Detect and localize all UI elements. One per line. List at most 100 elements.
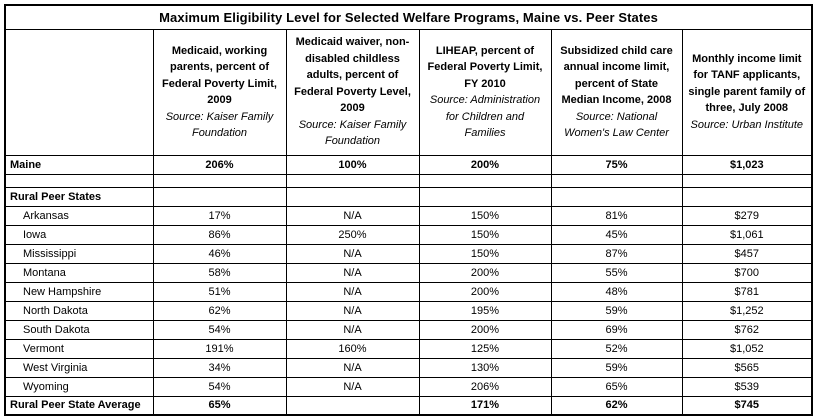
table-title: Maximum Eligibility Level for Selected W… [4,4,813,30]
cell-value: $1,023 [681,154,813,175]
cell-value: 59% [550,357,683,378]
column-header-source: Source: Kaiser Family Foundation [298,118,407,148]
column-header: Medicaid, working parents, percent of Fe… [152,28,287,156]
column-header-label: Medicaid, working parents, percent of Fe… [162,44,277,107]
cell-value: N/A [285,357,420,378]
column-header-label: Monthly income limit for TANF applicants… [688,52,806,115]
cell-value [418,173,552,188]
cell-value: 45% [550,224,683,245]
cell-value: $539 [681,376,813,397]
row-label: Vermont [4,338,154,359]
cell-value: 200% [418,319,552,340]
table-row: Rural Peer State Average 65% 171% 62% $745 [4,395,813,416]
table-row: West Virginia 34% N/A 130% 59% $565 [4,357,813,378]
cell-value: $700 [681,262,813,283]
cell-value: N/A [285,205,420,226]
row-label: Rural Peer States [4,186,154,207]
cell-value: 87% [550,243,683,264]
cell-value: 65% [152,395,287,416]
table-row: Arkansas 17% N/A 150% 81% $279 [4,205,813,226]
row-label: Rural Peer State Average [4,395,154,416]
table-row: Maine 206% 100% 200% 75% $1,023 [4,154,813,175]
cell-value: 69% [550,319,683,340]
cell-value: N/A [285,243,420,264]
table-row: Montana 58% N/A 200% 55% $700 [4,262,813,283]
column-header-source: Source: Kaiser Family Foundation [165,110,274,140]
table-row: Vermont 191% 160% 125% 52% $1,052 [4,338,813,359]
cell-value: 86% [152,224,287,245]
welfare-eligibility-table: Maximum Eligibility Level for Selected W… [4,4,814,416]
table-row: New Hampshire 51% N/A 200% 48% $781 [4,281,813,302]
cell-value [681,186,813,207]
column-header-label: Subsidized child care annual income limi… [560,44,673,107]
header-row: Medicaid, working parents, percent of Fe… [4,28,813,156]
cell-value: N/A [285,376,420,397]
column-header-source: Source: Administration for Children and … [429,94,541,139]
cell-value: 191% [152,338,287,359]
table-body: Maine 206% 100% 200% 75% $1,023 Rural Peer Sta… [4,154,813,416]
cell-value [418,186,552,207]
table-row: Rural Peer States [4,186,813,207]
column-header-label: Medicaid waiver, non-disabled childless … [294,36,411,115]
row-label: Arkansas [4,205,154,226]
corner-cell [4,28,154,156]
cell-value: 150% [418,243,552,264]
table-row: Iowa 86% 250% 150% 45% $1,061 [4,224,813,245]
cell-value: 81% [550,205,683,226]
row-label: Maine [4,154,154,175]
column-header-label: LIHEAP, percent of Federal Poverty Limit… [427,44,543,90]
cell-value: $762 [681,319,813,340]
cell-value: $565 [681,357,813,378]
cell-value [152,186,287,207]
table-row: South Dakota 54% N/A 200% 69% $762 [4,319,813,340]
cell-value: 171% [418,395,552,416]
row-label: West Virginia [4,357,154,378]
column-header: LIHEAP, percent of Federal Poverty Limit… [418,28,552,156]
row-label: New Hampshire [4,281,154,302]
cell-value: 51% [152,281,287,302]
cell-value: 59% [550,300,683,321]
row-label [4,173,154,188]
welfare-eligibility-sheet: Maximum Eligibility Level for Selected W… [4,4,814,416]
cell-value [285,173,420,188]
row-label: Wyoming [4,376,154,397]
cell-value: 62% [152,300,287,321]
cell-value: N/A [285,319,420,340]
cell-value: $1,252 [681,300,813,321]
cell-value: 62% [550,395,683,416]
cell-value: 54% [152,319,287,340]
cell-value: $1,061 [681,224,813,245]
column-header: Subsidized child care annual income limi… [550,28,683,156]
cell-value [550,173,683,188]
cell-value: N/A [285,300,420,321]
column-header-source: Source: Urban Institute [690,118,804,131]
cell-value: 206% [418,376,552,397]
cell-value: 52% [550,338,683,359]
cell-value [550,186,683,207]
cell-value: 17% [152,205,287,226]
cell-value: 200% [418,262,552,283]
cell-value: 160% [285,338,420,359]
cell-value: $1,052 [681,338,813,359]
cell-value: 250% [285,224,420,245]
cell-value [285,395,420,416]
table-row: North Dakota 62% N/A 195% 59% $1,252 [4,300,813,321]
cell-value: 54% [152,376,287,397]
cell-value: 75% [550,154,683,175]
cell-value [681,173,813,188]
cell-value: $745 [681,395,813,416]
cell-value: 58% [152,262,287,283]
column-header: Monthly income limit for TANF applicants… [681,28,813,156]
table-row: Wyoming 54% N/A 206% 65% $539 [4,376,813,397]
row-label: South Dakota [4,319,154,340]
cell-value: $457 [681,243,813,264]
cell-value: 34% [152,357,287,378]
table-row [4,173,813,188]
cell-value: 130% [418,357,552,378]
title-row: Maximum Eligibility Level for Selected W… [4,4,813,30]
cell-value: 200% [418,281,552,302]
cell-value: 206% [152,154,287,175]
cell-value: 195% [418,300,552,321]
cell-value: $279 [681,205,813,226]
cell-value: 100% [285,154,420,175]
